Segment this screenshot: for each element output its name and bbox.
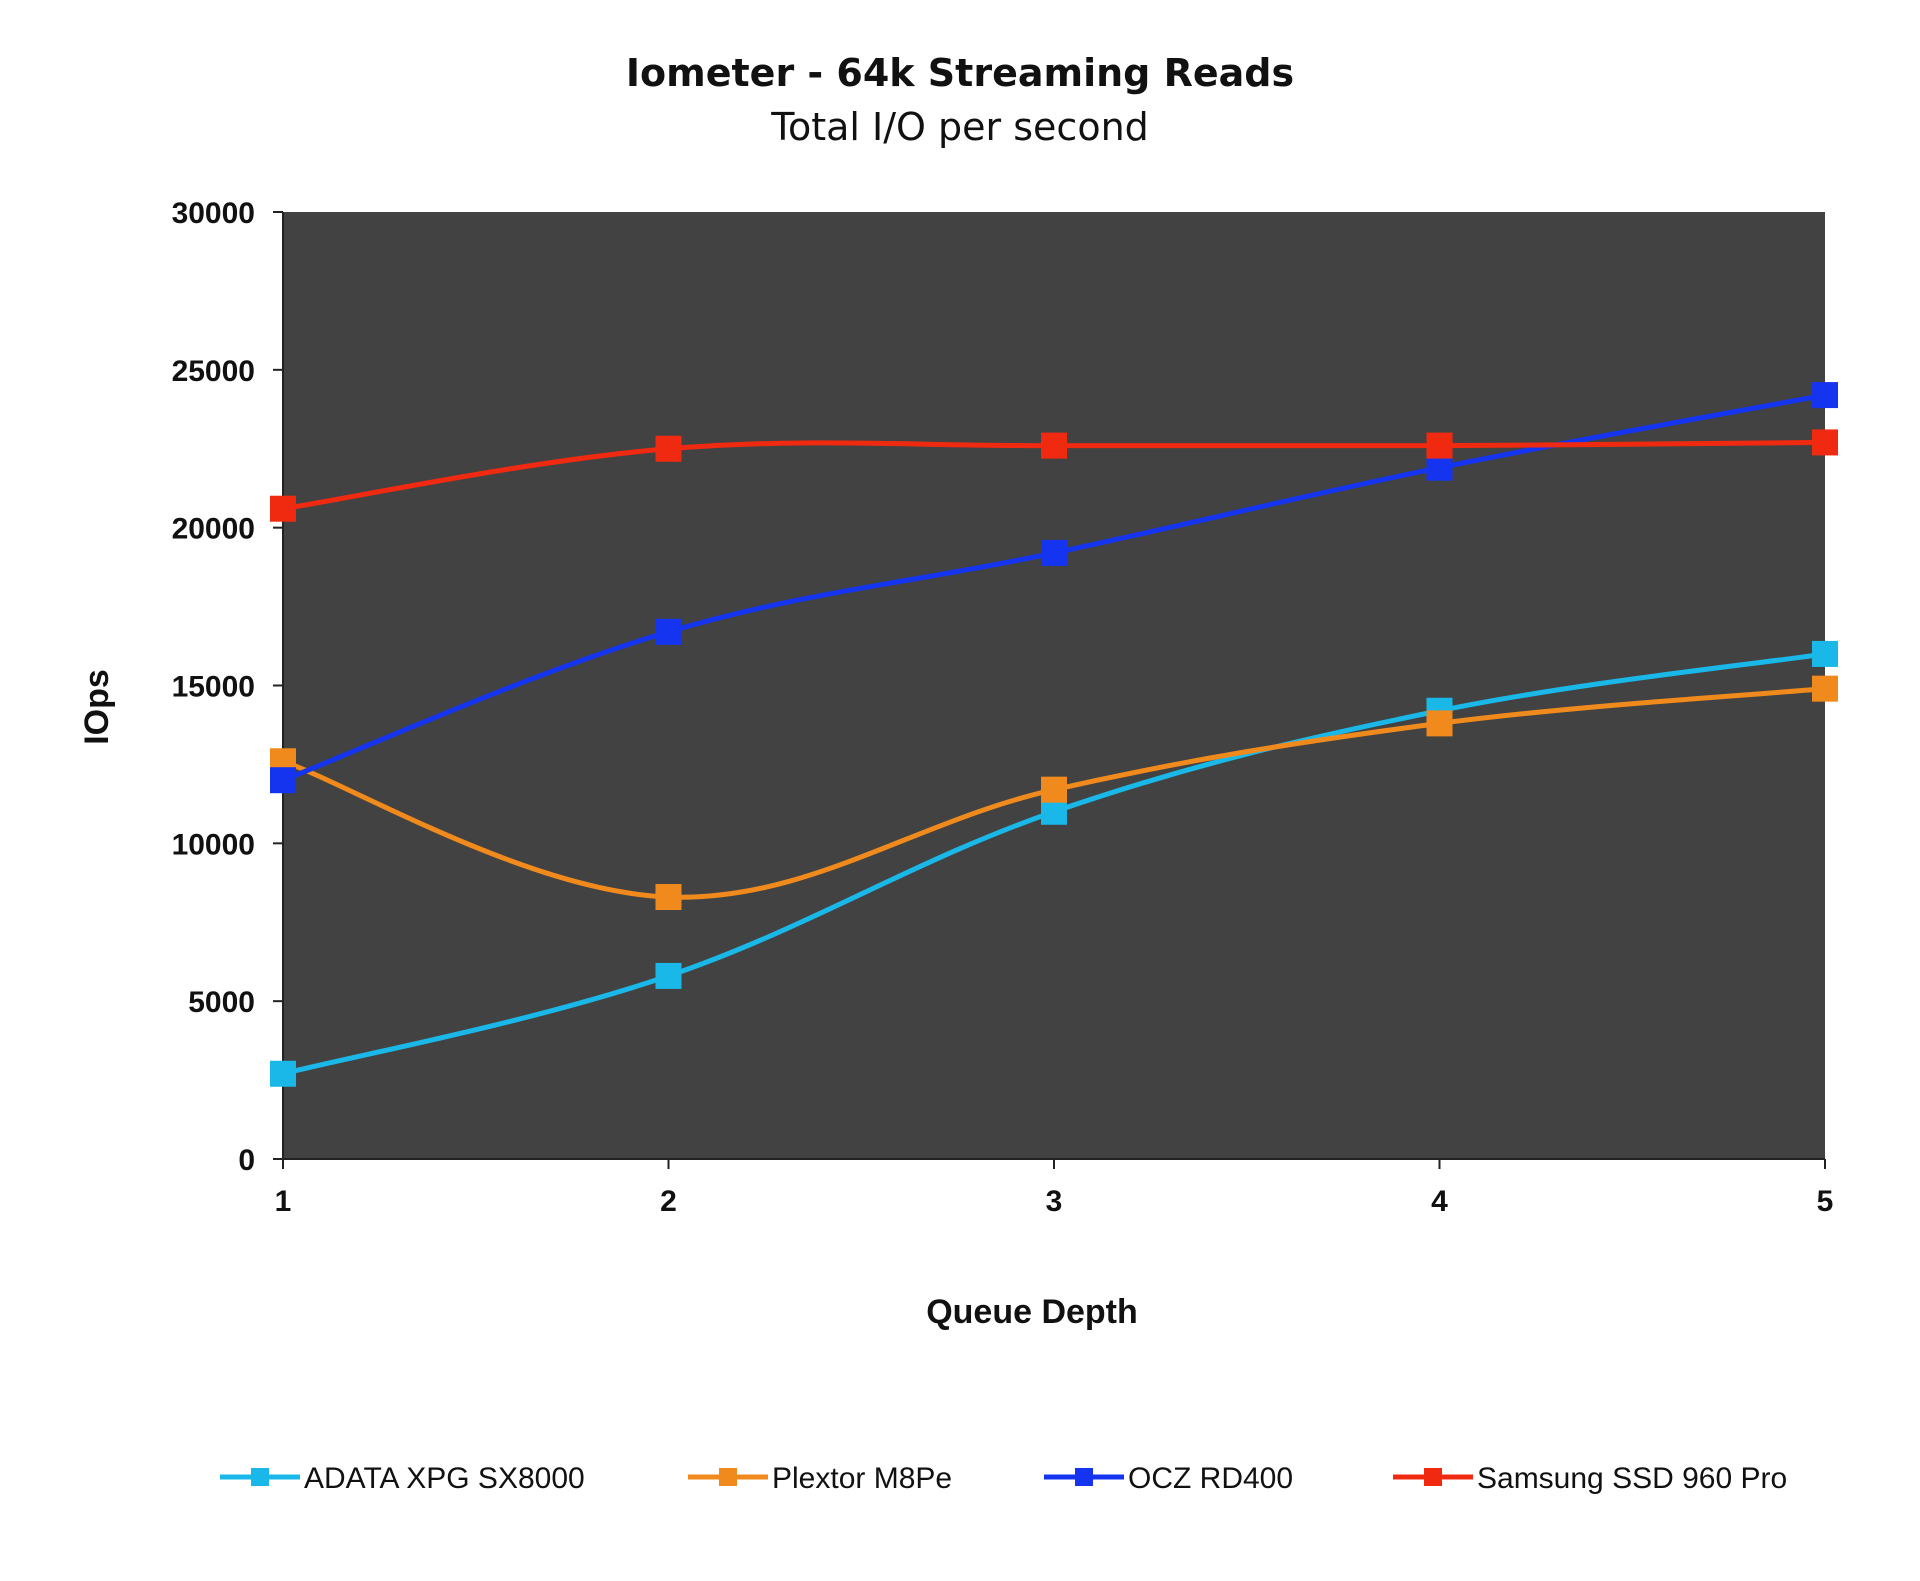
data-point [1041,776,1067,803]
data-point [270,495,296,522]
data-point [655,435,682,462]
series-3 [270,382,1838,794]
data-point [1041,798,1067,825]
y-tick-label: 25000 [172,355,255,388]
y-tick-label: 15000 [172,671,255,704]
data-point [1812,382,1838,409]
y-tick-label: 0 [238,1144,255,1177]
y-tick-label: 20000 [172,513,255,546]
data-point [1812,675,1838,702]
legend-swatch-marker [1075,1468,1093,1486]
data-point [655,962,682,989]
data-point [270,1060,296,1087]
chart-title: Iometer - 64k Streaming Reads [626,51,1294,95]
x-tick-label: 1 [275,1185,292,1218]
x-tick-label: 4 [1431,1185,1448,1218]
data-point [1426,710,1453,737]
data-point [1041,539,1067,566]
data-point [1041,432,1067,459]
x-tick-label: 2 [660,1185,677,1218]
data-point [1812,429,1838,456]
plot-area [283,212,1825,1159]
legend-swatch-marker [1424,1468,1442,1486]
legend-item: ADATA XPG SX8000 [220,1462,585,1495]
y-tick-label: 10000 [172,828,255,861]
series-group [270,382,1838,1087]
x-tick-label: 3 [1046,1185,1063,1218]
y-tick-label: 30000 [172,197,255,230]
data-point [655,883,682,910]
legend-label: Samsung SSD 960 Pro [1477,1462,1787,1495]
series-4 [270,429,1838,522]
legend-item: OCZ RD400 [1044,1462,1293,1495]
legend: ADATA XPG SX8000 Plextor M8Pe OCZ RD400 Sam… [220,1462,1787,1495]
legend-item: Samsung SSD 960 Pro [1393,1462,1787,1495]
x-tick-label: 5 [1817,1185,1834,1218]
data-point [1426,432,1453,459]
y-axis-title: IOps [78,669,116,745]
chart-subtitle: Total I/O per second [770,105,1149,149]
y-tick-label: 5000 [188,986,255,1019]
legend-label: ADATA XPG SX8000 [304,1462,585,1495]
x-axis: 1 2 3 4 5 [275,1158,1834,1218]
legend-swatch-marker [251,1468,269,1486]
x-axis-title: Queue Depth [926,1293,1138,1331]
series-2 [270,675,1838,910]
data-point [1426,454,1453,481]
data-point [270,767,296,794]
data-point [1812,640,1838,667]
legend-item: Plextor M8Pe [688,1462,952,1495]
legend-label: OCZ RD400 [1128,1462,1293,1495]
legend-label: Plextor M8Pe [772,1462,952,1495]
legend-swatch-marker [719,1468,737,1486]
y-axis: 0 5000 10000 15000 20000 25000 30000 [172,197,284,1177]
data-point [655,618,682,645]
